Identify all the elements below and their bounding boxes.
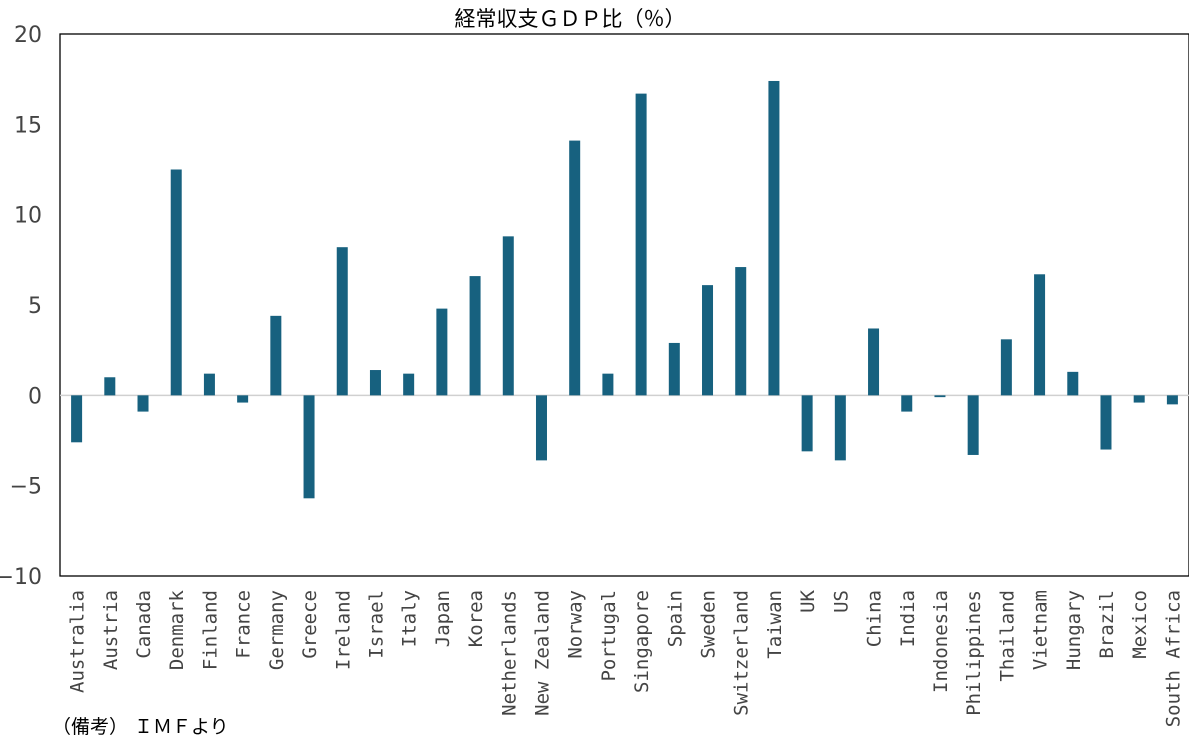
bar-philippines bbox=[967, 395, 979, 455]
x-tick-label: France bbox=[233, 590, 255, 659]
bar-mexico bbox=[1133, 395, 1145, 403]
x-tick-label: UK bbox=[797, 589, 819, 612]
y-tick-label: 5 bbox=[28, 294, 42, 319]
x-tick-label: India bbox=[897, 590, 919, 647]
x-tick-label: Australia bbox=[67, 590, 89, 693]
bar-spain bbox=[668, 342, 680, 396]
x-tick-label: Israel bbox=[365, 590, 387, 659]
bar-canada bbox=[137, 395, 149, 412]
bar-thailand bbox=[1000, 339, 1012, 396]
y-tick-label: −5 bbox=[10, 475, 42, 500]
source-note: （備考） ＩＭＦより bbox=[52, 716, 229, 738]
x-tick-label: Philippines bbox=[963, 590, 985, 716]
x-tick-label: New Zealand bbox=[531, 590, 553, 716]
x-tick-label: Norway bbox=[565, 590, 587, 659]
x-tick-label: Italy bbox=[399, 590, 421, 647]
x-tick-label: Finland bbox=[199, 590, 221, 670]
x-tick-label: Vietnam bbox=[1030, 590, 1052, 670]
bar-japan bbox=[436, 308, 448, 396]
bar-portugal bbox=[602, 373, 614, 396]
x-tick-label: US bbox=[830, 590, 852, 613]
bar-germany bbox=[270, 315, 282, 396]
bar-india bbox=[901, 395, 913, 412]
bar-switzerland bbox=[735, 267, 747, 396]
bar-korea bbox=[469, 276, 481, 396]
x-tick-label: Canada bbox=[133, 590, 155, 659]
y-tick-label: 20 bbox=[14, 23, 42, 48]
bar-indonesia bbox=[934, 395, 946, 398]
y-tick-label: 15 bbox=[14, 113, 42, 138]
bar-taiwan bbox=[768, 80, 780, 396]
x-tick-label: Ireland bbox=[332, 590, 354, 670]
x-tick-label: Spain bbox=[664, 590, 686, 647]
bar-italy bbox=[403, 373, 415, 396]
y-tick-label: 0 bbox=[28, 384, 42, 409]
y-tick-label: −10 bbox=[0, 565, 42, 590]
x-tick-label: Singapore bbox=[631, 590, 653, 693]
bar-ireland bbox=[336, 247, 348, 396]
bar-austria bbox=[104, 377, 116, 396]
bar-south-africa bbox=[1166, 395, 1178, 405]
x-tick-label: Denmark bbox=[166, 589, 188, 670]
x-tick-label: Taiwan bbox=[764, 590, 786, 659]
bar-new-zealand bbox=[535, 395, 547, 461]
x-tick-label: Korea bbox=[465, 590, 487, 647]
x-tick-label: Greece bbox=[299, 590, 321, 659]
bar-singapore bbox=[635, 93, 647, 396]
bar-netherlands bbox=[502, 236, 514, 396]
x-tick-label: Brazil bbox=[1096, 590, 1118, 659]
bar-sweden bbox=[702, 285, 714, 396]
bar-france bbox=[237, 395, 249, 403]
bar-us bbox=[834, 395, 846, 461]
y-tick-label: 10 bbox=[14, 204, 42, 229]
x-tick-label: Austria bbox=[100, 590, 122, 670]
x-tick-label: Japan bbox=[432, 590, 454, 647]
bar-norway bbox=[569, 140, 581, 396]
bar-greece bbox=[303, 395, 315, 499]
x-tick-label: China bbox=[864, 590, 886, 647]
bar-vietnam bbox=[1034, 274, 1046, 396]
x-tick-label: Indonesia bbox=[930, 590, 952, 693]
bar-australia bbox=[71, 395, 83, 443]
x-tick-label: Mexico bbox=[1129, 590, 1151, 659]
bar-denmark bbox=[170, 169, 182, 396]
bar-finland bbox=[203, 373, 215, 396]
x-tick-label: Thailand bbox=[996, 590, 1018, 682]
x-tick-label: Sweden bbox=[698, 590, 720, 659]
chart-title: 経常収支ＧＤＰ比（％） bbox=[455, 7, 686, 31]
bar-brazil bbox=[1100, 395, 1112, 450]
x-tick-label: Portugal bbox=[598, 590, 620, 682]
x-tick-label: Switzerland bbox=[731, 590, 753, 716]
plot-area bbox=[59, 33, 1189, 577]
x-tick-label: Netherlands bbox=[498, 590, 520, 716]
bar-hungary bbox=[1067, 371, 1079, 396]
x-tick-label: Hungary bbox=[1063, 590, 1085, 670]
x-tick-label: South Africa bbox=[1162, 590, 1184, 727]
bar-israel bbox=[369, 370, 381, 396]
bar-china bbox=[868, 328, 880, 396]
x-tick-label: Germany bbox=[266, 590, 288, 670]
bar-uk bbox=[801, 395, 813, 452]
